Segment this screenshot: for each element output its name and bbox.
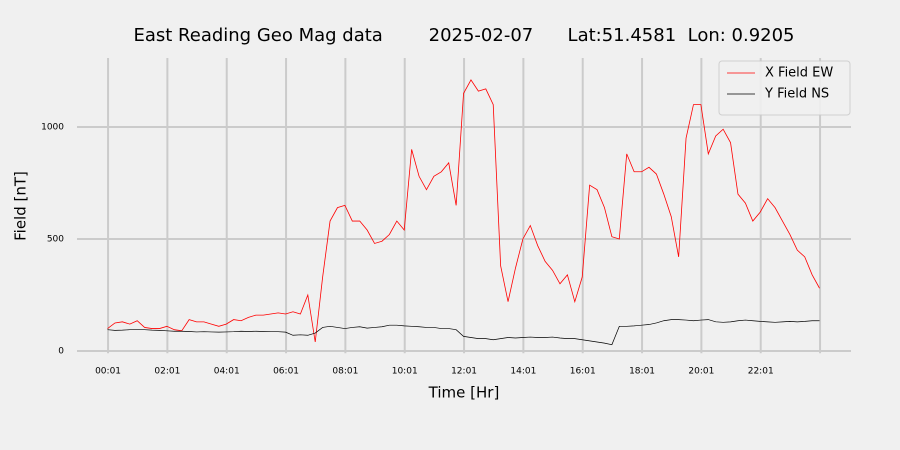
x-tick-label: 16:01 <box>570 367 596 377</box>
legend-label: X Field EW <box>765 66 833 81</box>
y-tick-label: 0 <box>58 346 64 356</box>
x-tick-label: 10:01 <box>392 367 418 377</box>
x-axis-label: Time [Hr] <box>428 384 500 402</box>
x-tick-label: 02:01 <box>154 367 180 377</box>
y-tick-label: 1000 <box>41 122 64 132</box>
y-tick-label: 500 <box>47 234 64 244</box>
chart-title: East Reading Geo Mag data 2025-02-07 Lat… <box>133 25 794 46</box>
x-tick-label: 00:01 <box>95 367 121 377</box>
x-tick-label: 06:01 <box>273 367 299 377</box>
x-tick-label: 04:01 <box>214 367 240 377</box>
legend: X Field EW Y Field NS <box>718 60 851 116</box>
data-line <box>107 319 820 346</box>
x-tick-label: 22:01 <box>748 367 774 377</box>
x-tick-label: 14:01 <box>510 367 536 377</box>
x-tick-label: 18:01 <box>629 367 655 377</box>
legend-box <box>718 60 851 116</box>
plot-area <box>107 79 820 346</box>
x-tick-label: 20:01 <box>688 367 714 377</box>
data-line <box>107 79 820 343</box>
legend-label: Y Field NS <box>764 87 829 102</box>
y-axis-label: Field [nT] <box>12 171 30 241</box>
x-tick-label: 12:01 <box>451 367 477 377</box>
x-tick-label: 08:01 <box>332 367 358 377</box>
